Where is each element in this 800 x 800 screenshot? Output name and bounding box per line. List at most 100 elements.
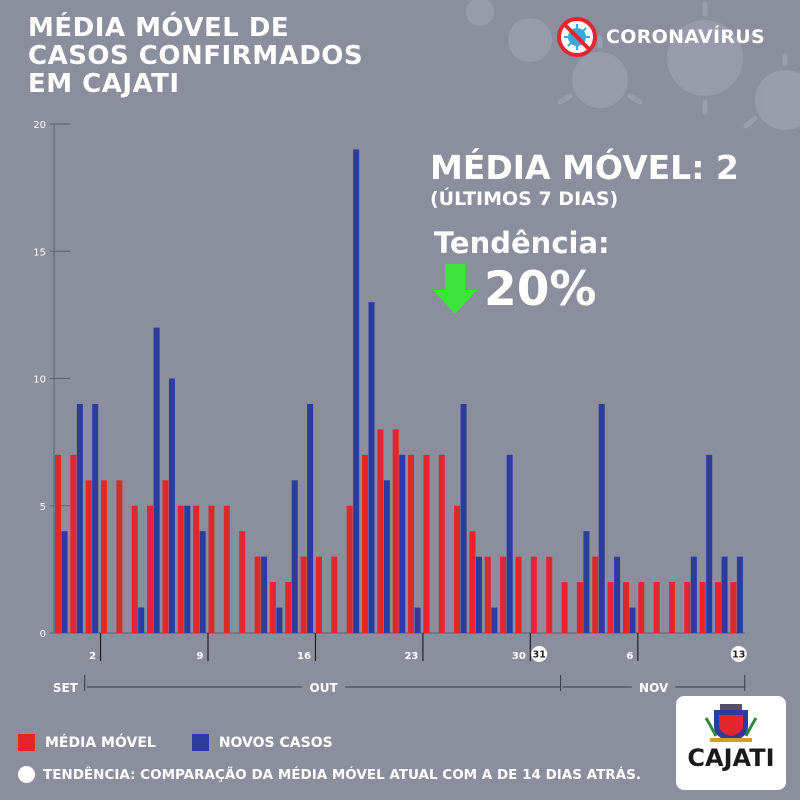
new-cases-bar [583, 531, 590, 633]
moving-average-value: MÉDIA MÓVEL: 2 [430, 148, 739, 187]
moving-average-bar [208, 505, 215, 633]
moving-average-bar [193, 505, 200, 633]
moving-average-bar [730, 582, 737, 633]
new-cases-bar [736, 556, 743, 633]
moving-average-bar [331, 556, 338, 633]
moving-average-bar [638, 582, 645, 633]
moving-average-bar [500, 556, 507, 633]
legend-label-moving-average: MÉDIA MÓVEL [45, 734, 156, 751]
legend-label-new-cases: NOVOS CASOS [218, 734, 333, 751]
moving-average-bar [469, 531, 476, 633]
moving-average-bar [546, 556, 553, 633]
new-cases-bar [460, 403, 467, 633]
new-cases-bar [184, 505, 191, 633]
moving-average-bar [530, 556, 537, 633]
x-tick-circle [531, 646, 548, 662]
new-cases-bar [307, 403, 314, 633]
new-cases-bar [261, 556, 268, 633]
moving-average-bar [55, 454, 61, 633]
moving-average-bar [607, 582, 614, 633]
new-cases-bar [61, 531, 68, 633]
x-tick-label: 13 [732, 650, 745, 661]
new-cases-bar [383, 480, 390, 633]
city-crest-icon [704, 704, 758, 742]
moving-average-period: (ÚLTIMOS 7 DIAS) [430, 188, 619, 210]
new-cases-bar [92, 403, 99, 633]
trend-value: 20% [484, 262, 597, 317]
new-cases-bar [76, 403, 83, 633]
new-cases-bar [614, 556, 621, 633]
brand-label: CORONAVÍRUS [606, 26, 766, 48]
moving-average-bar [223, 505, 230, 633]
new-cases-bar [138, 607, 145, 633]
y-tick-label: 5 [40, 502, 46, 513]
moving-average-bar [392, 429, 399, 633]
x-tick-label: 9 [197, 651, 204, 662]
moving-average-bar [423, 454, 430, 633]
new-cases-bar [491, 607, 498, 633]
moving-average-bar [484, 556, 491, 633]
y-tick-label: 10 [33, 375, 46, 386]
moving-average-bar [162, 480, 169, 633]
trend-note: TENDÊNCIA: COMPARAÇÃO DA MÉDIA MÓVEL ATU… [18, 766, 641, 783]
x-tick-circle [730, 646, 747, 662]
moving-average-bar [377, 429, 384, 633]
new-cases-bar [199, 531, 206, 633]
moving-average-bar [239, 531, 246, 633]
new-cases-bar [368, 302, 375, 633]
moving-average-bar [147, 505, 154, 633]
new-cases-bar [353, 149, 360, 633]
moving-average-bar-chart: 0 5 10 15 20 2 9 16 23 30 31 6 13 SET OUT NOV [33, 120, 747, 695]
moving-average-bar [653, 582, 660, 633]
moving-average-bar [515, 556, 522, 633]
y-tick-label: 15 [33, 247, 46, 258]
month-label: NOV [639, 681, 669, 695]
moving-average-bar [269, 582, 276, 633]
x-tick-label: 30 [512, 651, 526, 662]
logo-text: CAJATI [687, 744, 775, 772]
new-cases-bar [276, 607, 283, 633]
no-virus-icon [557, 17, 597, 57]
new-cases-bar [706, 454, 713, 633]
moving-average-bar [362, 454, 368, 633]
new-cases-bar [721, 556, 728, 633]
note-bullet-icon [18, 766, 35, 783]
moving-average-bar [315, 556, 322, 633]
note-text: TENDÊNCIA: COMPARAÇÃO DA MÉDIA MÓVEL ATU… [43, 766, 641, 783]
x-tick-label: 2 [89, 651, 96, 662]
moving-average-bar [715, 582, 722, 633]
legend-swatch-moving-average [18, 734, 35, 751]
month-label: OUT [310, 681, 339, 695]
new-cases-bar [690, 556, 697, 633]
moving-average-bar [699, 582, 706, 633]
moving-average-bar [101, 480, 108, 633]
moving-average-bar [285, 582, 292, 633]
moving-average-bar [131, 505, 138, 633]
legend: MÉDIA MÓVEL NOVOS CASOS [18, 734, 333, 751]
coronavirus-brand: CORONAVÍRUS [556, 16, 765, 58]
arrow-down-icon [433, 264, 477, 314]
moving-average-bar [70, 454, 77, 633]
x-tick-label: 23 [404, 651, 418, 662]
moving-average-bar [346, 505, 353, 633]
y-tick-label: 0 [40, 629, 46, 640]
legend-swatch-new-cases [191, 734, 209, 751]
moving-average-bar [85, 480, 92, 633]
new-cases-bar [153, 327, 160, 633]
moving-average-bar [116, 480, 123, 633]
moving-average-bar [576, 582, 583, 633]
virus-decoration-icon [466, 0, 800, 130]
cajati-logo: CAJATI [676, 696, 786, 790]
moving-average-bar [177, 505, 184, 633]
new-cases-bar [291, 480, 298, 633]
title-line-2: CASOS CONFIRMADOS [28, 41, 364, 71]
moving-average-bar [561, 582, 568, 633]
new-cases-bar [168, 378, 175, 633]
new-cases-bar [506, 454, 513, 633]
moving-average-bar [408, 454, 415, 633]
moving-average-bar [669, 582, 675, 633]
moving-average-bar [454, 505, 461, 633]
moving-average-bar [438, 454, 445, 633]
new-cases-bar [629, 607, 636, 633]
moving-average-bar [300, 556, 307, 633]
